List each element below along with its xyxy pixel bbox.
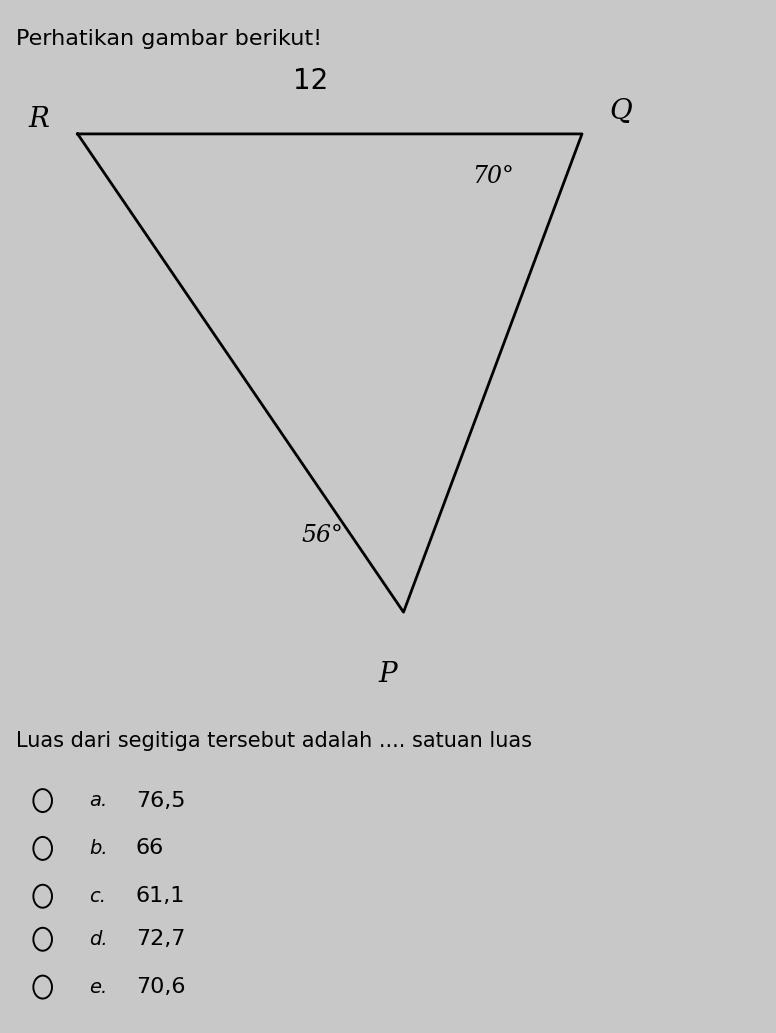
Text: 12: 12 [293,67,328,95]
Text: 72,7: 72,7 [136,930,185,949]
Text: d.: d. [89,930,108,948]
Text: R: R [29,106,49,133]
Text: 70,6: 70,6 [136,977,185,997]
Text: e.: e. [89,977,108,997]
Text: Perhatikan gambar berikut!: Perhatikan gambar berikut! [16,29,321,49]
Text: 70°: 70° [472,165,514,188]
Text: Q: Q [609,98,632,125]
Text: b.: b. [89,839,108,857]
Text: a.: a. [89,791,108,810]
Text: 61,1: 61,1 [136,886,185,906]
Text: Luas dari segitiga tersebut adalah .... satuan luas: Luas dari segitiga tersebut adalah .... … [16,731,532,751]
Text: P: P [379,661,397,688]
Text: 76,5: 76,5 [136,790,185,811]
Text: 56°: 56° [301,524,343,547]
Text: 66: 66 [136,839,164,858]
Text: c.: c. [89,886,106,906]
